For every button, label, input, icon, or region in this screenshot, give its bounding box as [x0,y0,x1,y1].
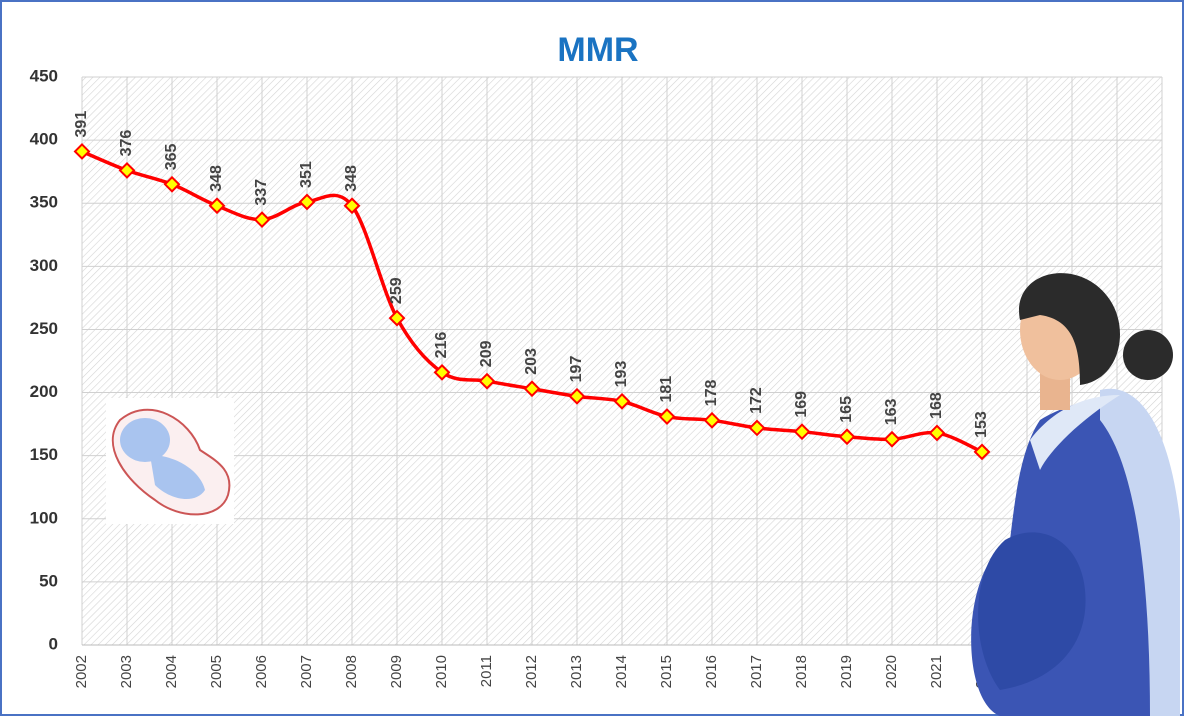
x-tick-label: 2007 [298,655,315,688]
x-tick-label: 2003 [118,655,135,688]
data-label: 216 [433,332,450,359]
data-label: 209 [478,340,495,367]
data-label: 172 [748,387,765,414]
x-tick-label: 2015 [658,655,675,688]
y-tick-label: 300 [30,256,58,275]
data-label: 365 [163,143,180,170]
y-tick-label: 200 [30,382,58,401]
data-label: 178 [703,380,720,407]
data-label: 348 [208,165,225,192]
y-tick-label: 250 [30,319,58,338]
data-label: 193 [613,361,630,388]
x-tick-label: 2009 [388,655,405,688]
y-tick-label: 450 [30,66,58,85]
x-tick-label: 2016 [703,655,720,688]
x-tick-label: 2010 [433,655,450,688]
data-label: 348 [343,165,360,192]
y-tick-label: 50 [39,571,58,590]
y-tick-label: 350 [30,193,58,212]
data-label: 181 [658,376,675,403]
x-tick-label: 2002 [73,655,90,688]
x-tick-label: 2011 [478,655,495,687]
x-tick-label: 2012 [523,655,540,688]
data-label: 163 [883,398,900,425]
data-label: 376 [118,130,135,157]
data-label: 165 [838,396,855,423]
data-label: 169 [793,391,810,418]
data-label: 168 [928,392,945,419]
data-label: 153 [973,411,990,438]
data-label: 203 [523,348,540,375]
x-tick-label: 2020 [883,655,900,688]
data-label: 391 [73,111,90,138]
chart-title: MMR [557,31,638,69]
x-tick-label: 2021 [928,655,945,688]
x-tick-label: 2006 [253,655,270,688]
y-tick-label: 400 [30,130,58,149]
x-tick-label: 2018 [793,655,810,688]
fetus-illustration [106,398,234,524]
chart: 0 50 100 150 200 250 300 350 400 450 2002 2003 2004 2… [0,0,1184,716]
y-tick-label: 0 [49,634,58,653]
x-tick-label: 2005 [208,655,225,688]
x-tick-label: 2014 [613,655,630,688]
y-tick-label: 150 [30,445,58,464]
x-tick-label: 2008 [343,655,360,688]
y-tick-label: 100 [30,508,58,527]
x-tick-label: 2019 [838,655,855,688]
data-label: 197 [568,356,585,383]
x-tick-label: 2004 [163,655,180,688]
data-label: 337 [253,179,270,206]
x-tick-label: 2013 [568,655,585,688]
data-label: 351 [298,161,315,188]
x-tick-label: 2017 [748,655,765,688]
data-label: 259 [388,277,405,304]
